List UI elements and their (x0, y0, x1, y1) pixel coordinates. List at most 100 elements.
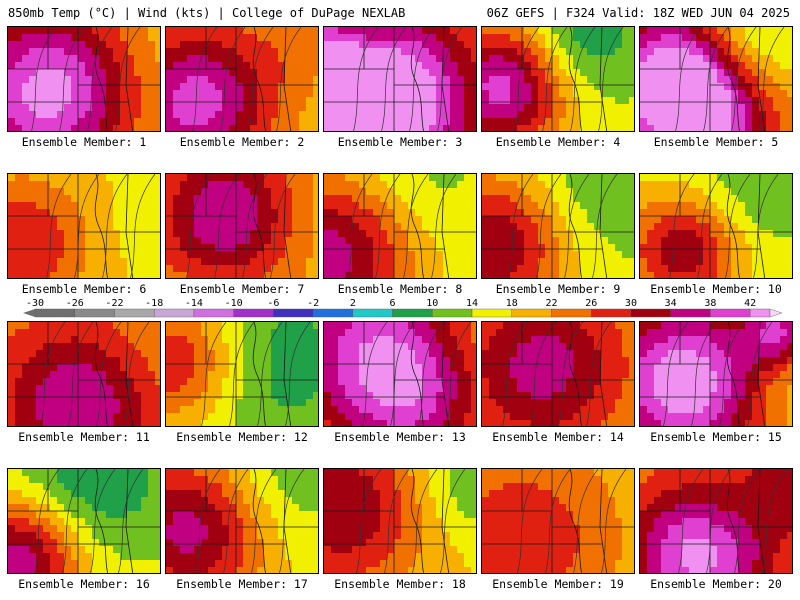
coastline (94, 27, 109, 131)
state-border-4 (757, 27, 766, 131)
height-contour (40, 322, 66, 426)
coastline (94, 469, 109, 573)
state-border-4 (757, 322, 766, 426)
member-label-1: Ensemble Member: 1 (21, 135, 147, 149)
height-contour (508, 174, 534, 278)
ensemble-map-20 (639, 468, 793, 574)
height-contour (102, 174, 128, 278)
state-border-4 (599, 27, 608, 131)
height-contour (446, 322, 472, 426)
coastline (410, 469, 425, 573)
member-label-8: Ensemble Member: 8 (337, 282, 463, 296)
colorbar-segment (432, 308, 473, 318)
ensemble-map-1 (7, 26, 161, 132)
height-contour (390, 322, 416, 426)
height-contour (270, 174, 296, 278)
height-contour (124, 322, 150, 426)
height-contour (130, 174, 156, 278)
state-border-4 (125, 174, 134, 278)
member-label-19: Ensemble Member: 19 (492, 577, 624, 591)
height-contour (734, 469, 760, 573)
coastline (410, 174, 425, 278)
height-contour (59, 27, 85, 131)
colorbar-tick-label: -18 (145, 298, 163, 309)
colorbar-tick-label: -26 (66, 298, 84, 309)
colorbar-tick-label: 34 (665, 298, 677, 309)
height-contour (431, 174, 457, 278)
height-contour (201, 322, 227, 426)
height-contour (118, 469, 144, 573)
state-border-4 (283, 322, 292, 426)
height-contour (186, 174, 212, 278)
ensemble-map-15 (639, 321, 793, 427)
member-label-12: Ensemble Member: 12 (176, 430, 308, 444)
colorbar-segment (153, 308, 195, 318)
height-contour (276, 27, 302, 131)
coastline (252, 322, 267, 426)
height-contour (412, 469, 438, 573)
state-border-4 (283, 27, 292, 131)
member-label-18: Ensemble Member: 18 (334, 577, 466, 591)
ensemble-map-6 (7, 173, 161, 279)
height-contour (34, 469, 60, 573)
height-contour (87, 27, 113, 131)
colorbar-segment (749, 308, 771, 318)
colorbar-segment (511, 308, 552, 318)
coastline (726, 174, 741, 278)
member-label-10: Ensemble Member: 10 (650, 282, 782, 296)
ensemble-map-5 (639, 26, 793, 132)
colorbar-tick-label: 18 (506, 298, 518, 309)
height-contour (691, 322, 717, 426)
height-contour (703, 27, 729, 131)
coastline (726, 27, 741, 131)
height-contour (669, 174, 695, 278)
colorbar-segment (193, 308, 234, 318)
height-contour (675, 27, 701, 131)
ensemble-map-2 (165, 26, 319, 132)
member-label-14: Ensemble Member: 14 (492, 430, 624, 444)
height-contour (68, 322, 94, 426)
coastline (568, 322, 583, 426)
height-contour (719, 322, 745, 426)
colorbar-tick-label: 26 (585, 298, 597, 309)
height-contour (517, 469, 543, 573)
height-contour (586, 322, 612, 426)
ensemble-map-4 (481, 26, 635, 132)
colorbar-segment (392, 308, 433, 318)
temperature-colorbar: -30 -26 -22 -18 -14 -10 -6 -2 2 6 10 14 18 22 26 30 34 38… (23, 298, 783, 318)
height-contour (90, 469, 116, 573)
state-border-4 (125, 27, 134, 131)
height-contour (375, 174, 401, 278)
member-label-11: Ensemble Member: 11 (18, 430, 150, 444)
member-label-3: Ensemble Member: 3 (337, 135, 463, 149)
height-contour (753, 174, 779, 278)
height-contour (663, 322, 689, 426)
colorbar-min-arrow (23, 309, 35, 317)
colorbar-tick-label: -22 (105, 298, 123, 309)
state-border-4 (441, 469, 450, 573)
colorbar-segment (114, 308, 155, 318)
height-contour (564, 174, 590, 278)
member-label-16: Ensemble Member: 16 (18, 577, 150, 591)
state-border-4 (441, 322, 450, 426)
colorbar-tick-label: 38 (704, 298, 716, 309)
state-border-4 (125, 322, 134, 426)
coastline (726, 469, 741, 573)
ensemble-map-7 (165, 173, 319, 279)
height-contour (530, 322, 556, 426)
coastline (410, 322, 425, 426)
height-contour (542, 27, 568, 131)
ensemble-map-17 (165, 468, 319, 574)
height-contour (731, 27, 757, 131)
height-contour (96, 322, 122, 426)
height-contour (545, 469, 571, 573)
height-contour (502, 322, 528, 426)
colorbar-segment (273, 308, 314, 318)
ensemble-map-8 (323, 173, 477, 279)
colorbar-segment (352, 308, 393, 318)
height-contour (440, 469, 466, 573)
colorbar-max-arrow (769, 308, 783, 318)
height-contour (62, 469, 88, 573)
ensemble-map-18 (323, 468, 477, 574)
height-contour (697, 174, 723, 278)
